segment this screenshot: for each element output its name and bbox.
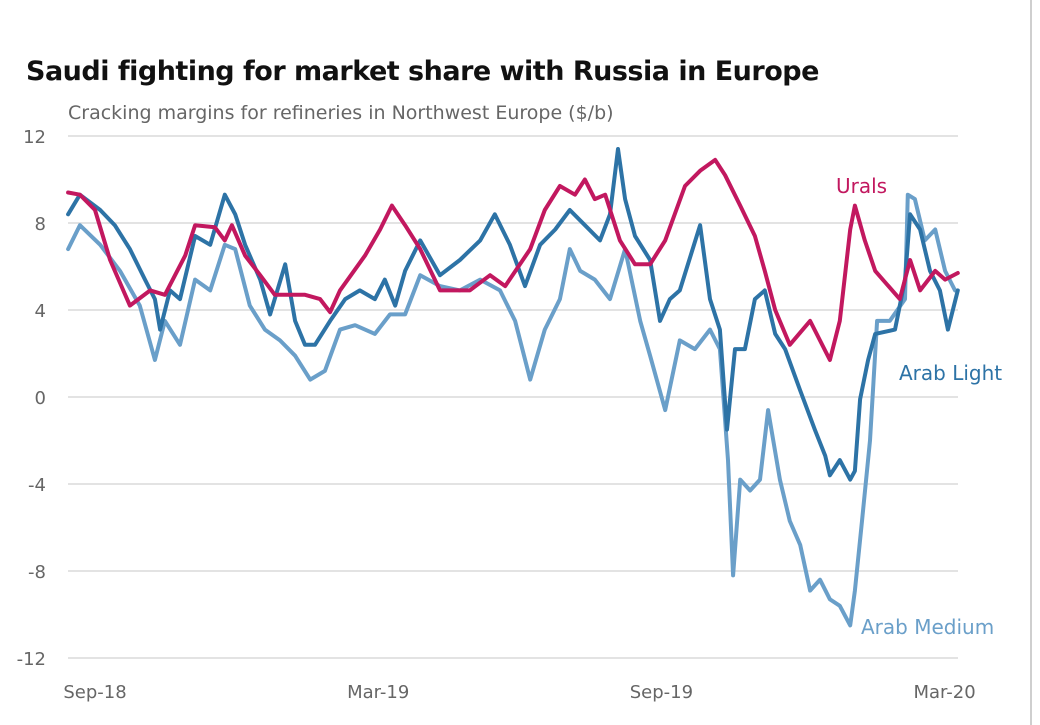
chart-subtitle: Cracking margins for refineries in North… bbox=[68, 102, 614, 124]
series-label-arab-light: Arab Light bbox=[899, 361, 1002, 385]
y-tick-label: 12 bbox=[23, 127, 46, 148]
series-line-urals bbox=[66, 157, 960, 362]
y-tick-label: 0 bbox=[35, 388, 46, 409]
y-tick-label: -4 bbox=[28, 475, 46, 496]
x-tick-label: Sep-19 bbox=[630, 682, 693, 703]
y-tick-label: -8 bbox=[28, 562, 46, 583]
x-axis-ticks: Sep-18 Mar-19 Sep-19 Mar-20 bbox=[63, 682, 975, 703]
chart-title: Saudi fighting for market share with Rus… bbox=[26, 56, 819, 87]
series-lines bbox=[66, 147, 960, 628]
y-tick-label: -12 bbox=[17, 649, 46, 670]
series-label-arab-medium: Arab Medium bbox=[861, 615, 994, 639]
series-line-arab-medium bbox=[66, 192, 957, 628]
y-tick-label: 4 bbox=[35, 301, 46, 322]
x-tick-label: Sep-18 bbox=[63, 682, 126, 703]
y-axis-ticks: 12 8 4 0 -4 -8 -12 bbox=[17, 127, 46, 670]
y-tick-label: 8 bbox=[35, 214, 46, 235]
gridlines bbox=[68, 135, 958, 659]
series-line-arab-light bbox=[66, 147, 960, 482]
x-tick-label: Mar-19 bbox=[347, 682, 409, 703]
x-tick-label: Mar-20 bbox=[913, 682, 975, 703]
series-label-urals: Urals bbox=[836, 174, 887, 198]
